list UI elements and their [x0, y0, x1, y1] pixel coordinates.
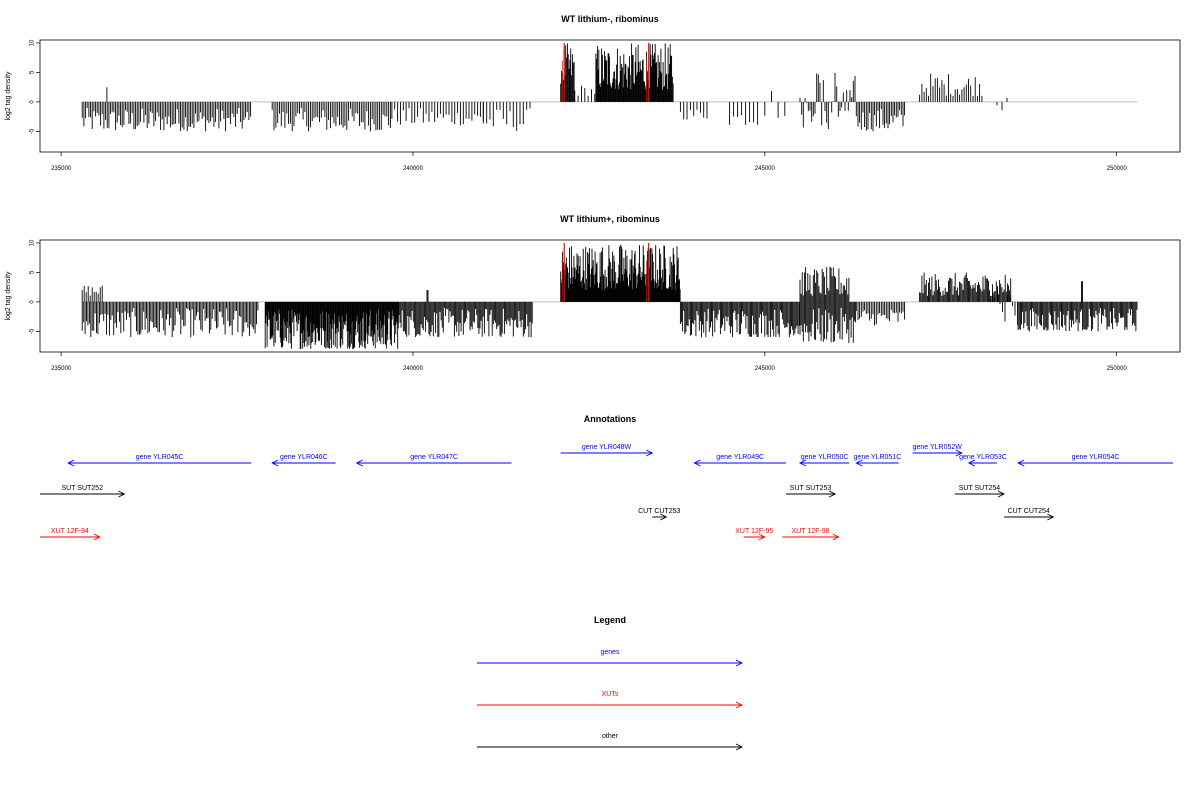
feature-label: gene YLR046C [280, 454, 328, 461]
feature-label: gene YLR048W [582, 444, 632, 451]
arrow-head [735, 659, 744, 667]
feature-arrow: gene YLR054C [1017, 454, 1173, 467]
feature-label: XUT 12F-95 [735, 528, 773, 535]
feature-arrow: CUT CUT254 [1004, 508, 1055, 521]
y-tick-label: 5 [30, 270, 36, 274]
feature-arrow: gene YLR051C [854, 454, 902, 467]
feature-arrow: gene YLR049C [693, 454, 786, 467]
feature-arrow: gene YLR050C [798, 454, 850, 467]
y-tick-label: 10 [30, 239, 36, 246]
chart-panel-2: WT lithium+, ribominus log2 tag density -5… [5, 214, 1181, 372]
x-tick-label: 245000 [755, 366, 776, 372]
y-axis-label: log2 tag density [5, 271, 12, 321]
legend-item: genes [477, 649, 744, 667]
y-axis-label: log2 tag density [5, 71, 12, 121]
arrow-head [758, 533, 766, 541]
feature-label: XUT 12F-98 [792, 528, 830, 535]
arrow-head [967, 459, 976, 467]
arrow-head [735, 701, 744, 709]
feature-arrow: XUT 12F-98 [782, 528, 840, 541]
feature-arrow: SUT SUT252 [40, 485, 126, 498]
arrow-head [271, 459, 279, 467]
feature-label: SUT SUT252 [61, 485, 103, 492]
legend: Legend genes XUTs other [477, 615, 744, 751]
feature-arrow: gene YLR045C [67, 454, 252, 467]
legend-item: other [477, 733, 744, 751]
arrow-head [832, 533, 840, 541]
feature-arrow: gene YLR047C [355, 454, 512, 467]
arrow-head [1017, 459, 1025, 467]
legend-item: XUTs [477, 691, 744, 709]
legend-label: XUTs [602, 691, 619, 698]
x-tick-label: 235000 [51, 166, 72, 172]
feature-label: gene YLR053C [959, 454, 1007, 461]
feature-label: SUT SUT254 [959, 485, 1001, 492]
legend-label: other [602, 733, 619, 740]
arrow-head [67, 459, 75, 467]
x-tick-label: 250000 [1107, 366, 1128, 372]
feature-arrow: CUT CUT253 [638, 508, 680, 521]
feature-arrow: SUT SUT253 [785, 485, 837, 498]
feature-arrow: SUT SUT254 [954, 485, 1006, 498]
feature-arrow: gene YLR052W [913, 444, 963, 457]
feature-arrow: gene YLR053C [959, 454, 1007, 467]
arrow-head [735, 743, 744, 751]
arrow-head [118, 490, 126, 498]
arrow-head [355, 459, 363, 467]
feature-label: gene YLR052W [913, 444, 963, 451]
feature-label: gene YLR045C [136, 454, 184, 461]
arrow-head [93, 533, 101, 541]
y-tick-label: 5 [30, 70, 36, 74]
arrow-head [646, 449, 654, 457]
x-tick-label: 250000 [1107, 166, 1128, 172]
y-tick-label: -5 [30, 128, 36, 134]
feature-label: gene YLR051C [854, 454, 902, 461]
y-tick-label: 10 [30, 39, 36, 46]
density-bars [81, 244, 1138, 349]
feature-label: gene YLR050C [801, 454, 849, 461]
feature-arrow: XUT 12F-94 [40, 528, 101, 541]
annotations-title: Annotations [584, 414, 637, 424]
chart-title: WT lithium-, ribominus [561, 14, 659, 24]
arrow-head [828, 490, 837, 498]
arrow-head [798, 459, 807, 467]
y-tick-label: -5 [30, 328, 36, 334]
chart-title: WT lithium+, ribominus [560, 214, 660, 224]
chart-panel-1: WT lithium-, ribominus log2 tag density -5… [5, 14, 1181, 172]
y-tick-label: 0 [30, 100, 36, 104]
x-tick-label: 240000 [403, 366, 424, 372]
feature-label: CUT CUT253 [638, 508, 680, 515]
x-tick-label: 240000 [403, 166, 424, 172]
density-bars [81, 43, 1008, 132]
feature-label: XUT 12F-94 [51, 528, 89, 535]
x-tick-label: 245000 [755, 166, 776, 172]
feature-label: SUT SUT253 [790, 485, 832, 492]
arrow-head [955, 449, 963, 457]
feature-label: gene YLR047C [410, 454, 458, 461]
feature-label: CUT CUT254 [1008, 508, 1050, 515]
x-tick-label: 235000 [51, 366, 72, 372]
y-tick-label: 0 [30, 300, 36, 304]
arrow-head [997, 490, 1006, 498]
feature-arrow: gene YLR046C [271, 454, 336, 467]
legend-title: Legend [594, 615, 626, 625]
arrow-head [693, 459, 701, 467]
feature-arrow: XUT 12F-95 [735, 528, 773, 541]
plot-frame [39, 39, 1181, 153]
feature-arrow: gene YLR048W [560, 444, 654, 457]
feature-label: gene YLR054C [1072, 454, 1120, 461]
arrow-head [1047, 513, 1055, 521]
arrow-head [855, 459, 863, 467]
plot-frame [39, 239, 1181, 353]
legend-label: genes [600, 649, 620, 656]
feature-label: gene YLR049C [716, 454, 764, 461]
annotations-track: Annotations gene YLR045C gene YLR046C gene … [40, 414, 1173, 541]
arrow-head [660, 513, 668, 521]
